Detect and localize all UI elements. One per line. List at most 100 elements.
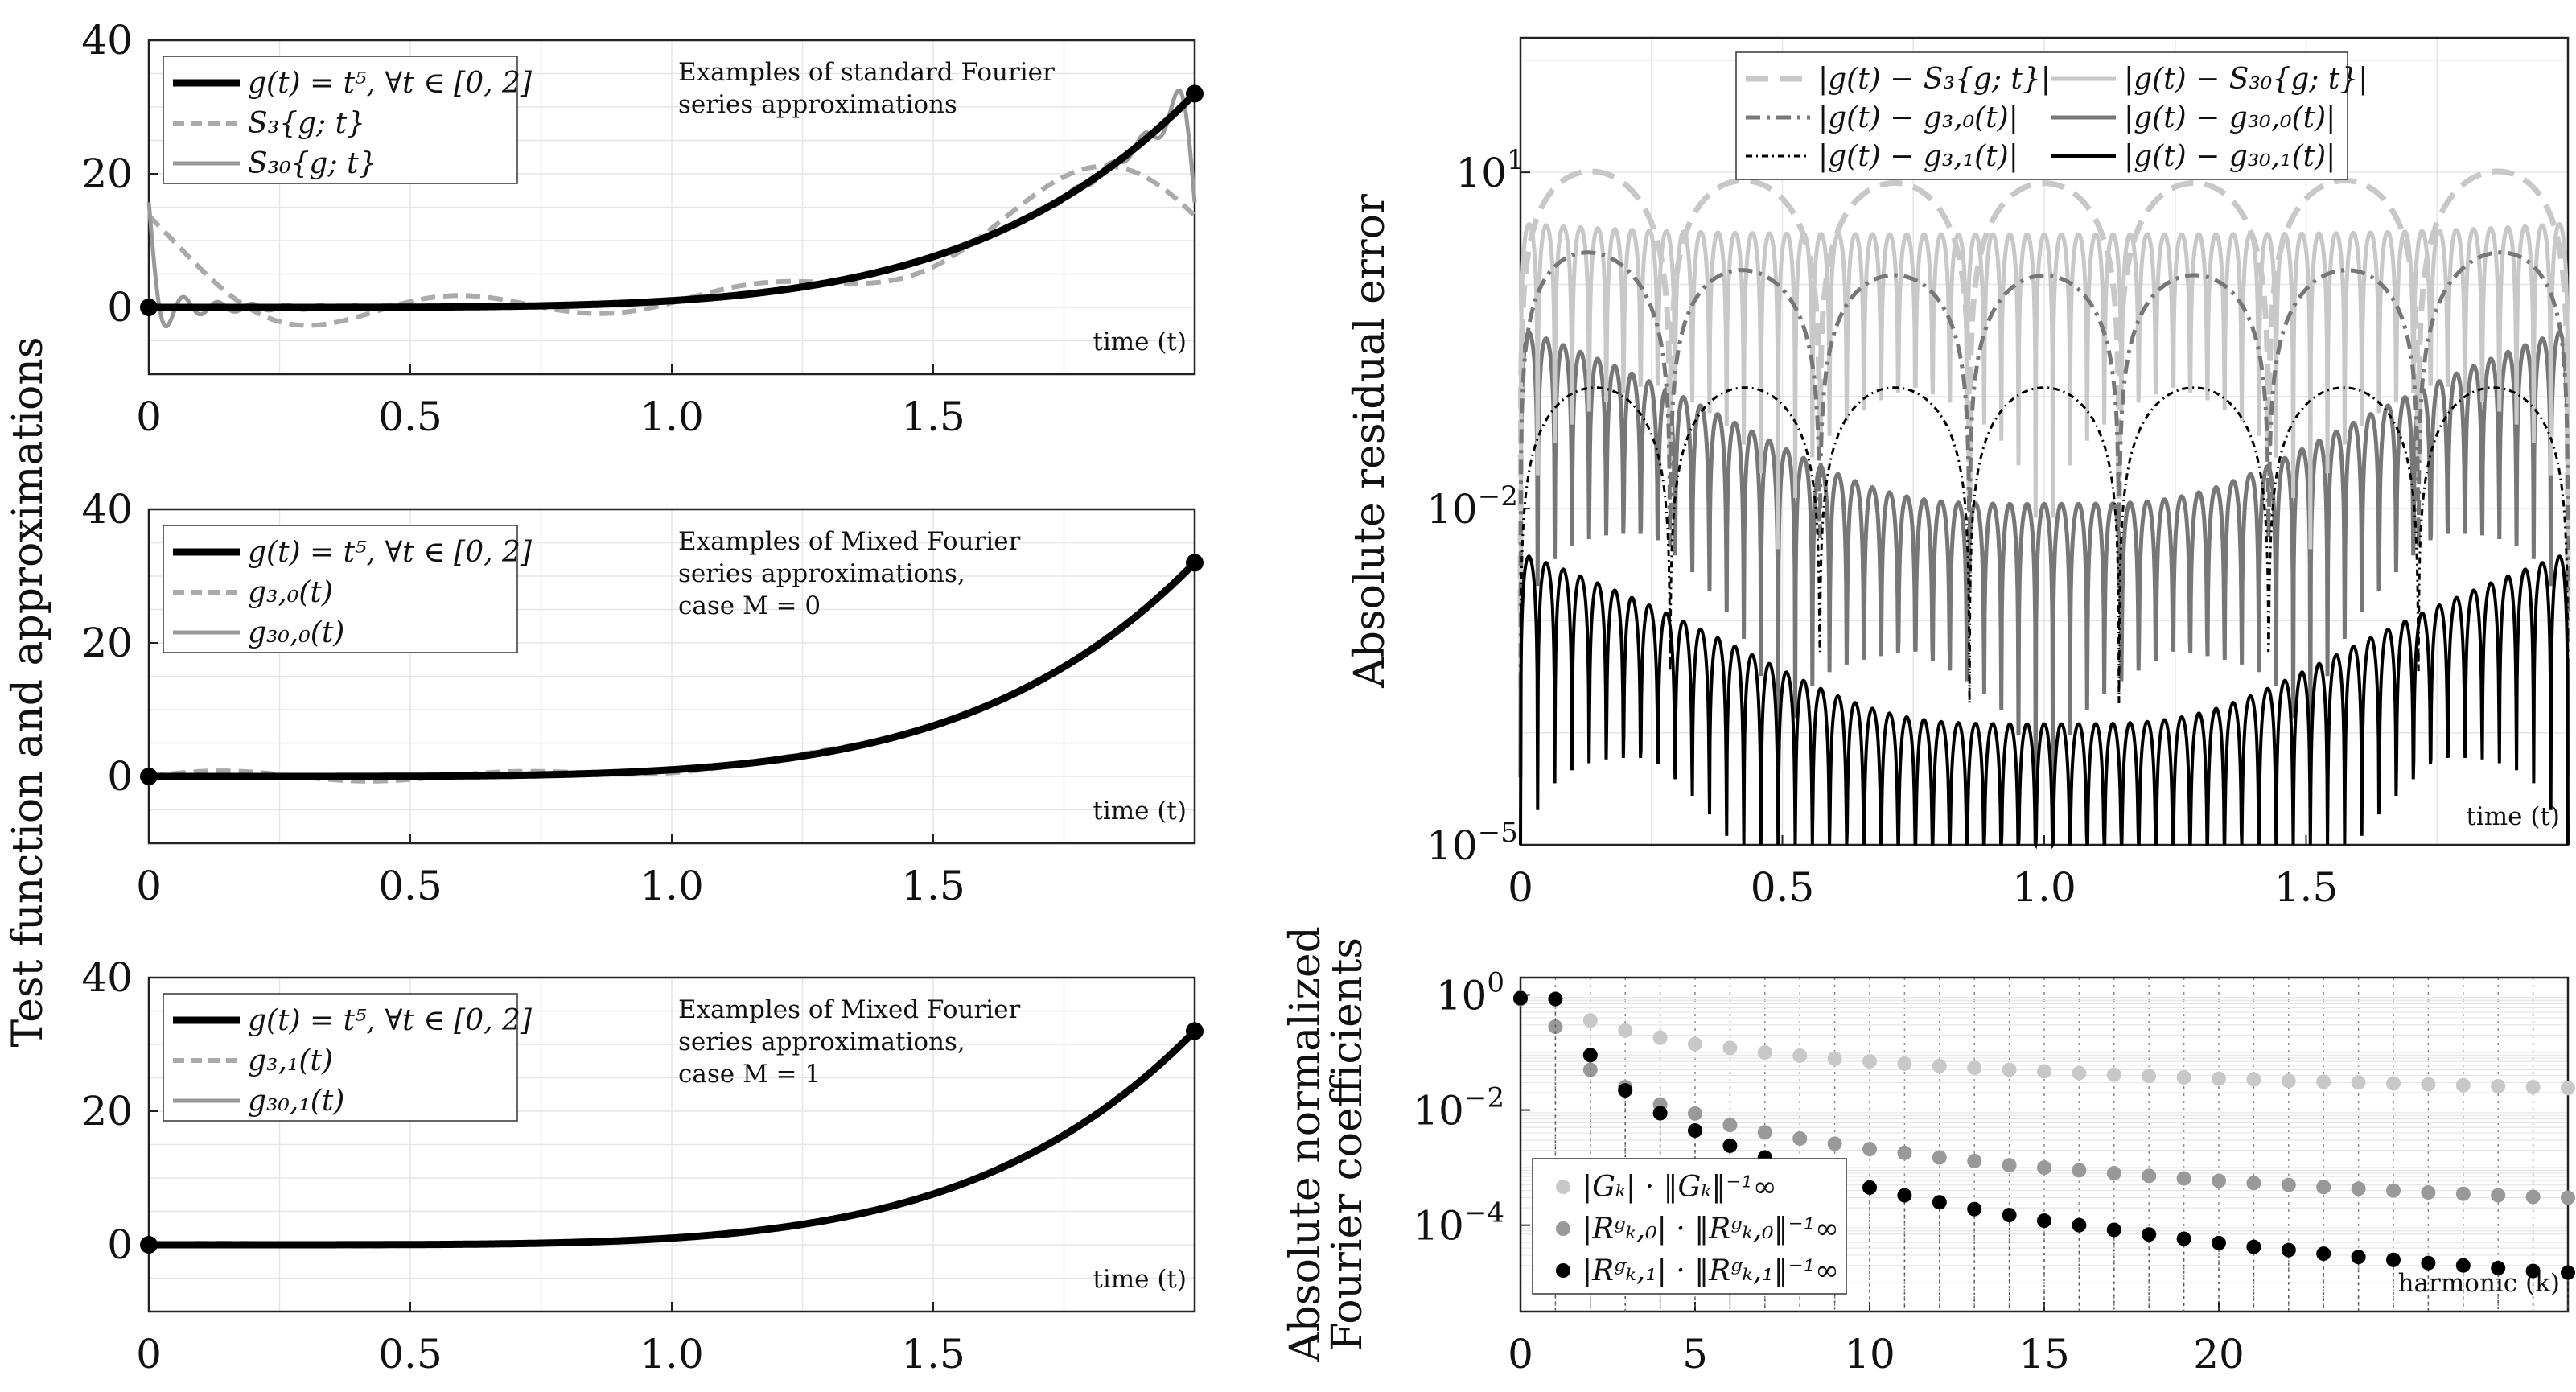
coef-point	[2002, 1062, 2017, 1077]
coef-point	[2491, 1260, 2506, 1275]
legend: g(t) = t⁵, ∀t ∈ [0, 2] g₃,₁(t) g₃₀,₁(t)	[163, 993, 533, 1122]
coef-point	[2351, 1075, 2366, 1090]
legend-box	[1735, 51, 2348, 180]
coef-point	[2281, 1177, 2296, 1192]
coef-y-axis-label: Absolute normalized	[1282, 926, 1330, 1363]
chart-panel-p3: 0 0.5 1.0 1.5 0 20 40 time (t) g(t) = t⁵, ∀t ∈ […	[81, 954, 1204, 1378]
legend-entry: g₃₀,₀(t)	[248, 616, 344, 649]
y-tick-label: 20	[81, 1088, 133, 1135]
legend-entry: |g(t) − g₃,₁(t)|	[1818, 140, 2018, 173]
y-tick-label: 20	[81, 620, 133, 666]
x-tick-label: 1.5	[901, 863, 965, 909]
x-axis-label: time (t)	[1093, 327, 1187, 356]
annotation-text: series approximations	[678, 90, 957, 119]
chart-panel-coefficients: 0 5 10 15 20 100 10−2 10−4 Absolute normalizedFo…	[1282, 926, 2575, 1378]
left-ylabel: Test function and approximations	[4, 336, 52, 1047]
coef-point	[2455, 1186, 2471, 1201]
endpoint-marker	[140, 768, 158, 785]
legend-entry: g₃,₀(t)	[248, 576, 333, 609]
y-tick-label: 0	[107, 284, 133, 331]
y-tick-label: 40	[81, 954, 133, 1001]
coef-point	[1932, 1195, 1947, 1210]
coef-point	[2072, 1217, 2087, 1233]
y-tick-label: 40	[81, 17, 133, 64]
legend-entry: g₃₀,₁(t)	[248, 1085, 344, 1118]
y-tick-label: 0	[107, 1221, 133, 1268]
x-tick-label: 0.5	[378, 393, 442, 440]
x-tick-label: 1.0	[640, 863, 704, 909]
annotation-text: Examples of Mixed Fourier	[678, 527, 1021, 556]
legend-entry: S₃₀{g; t}	[248, 147, 377, 180]
coef-point	[1722, 1040, 1738, 1056]
x-tick-label: 0	[1508, 864, 1533, 911]
coef-point	[2351, 1250, 2366, 1265]
endpoint-marker	[140, 299, 158, 316]
coef-point	[1548, 991, 1563, 1007]
coef-point	[1932, 1058, 1947, 1073]
legend-entry: g₃,₁(t)	[248, 1044, 333, 1077]
coef-point	[2421, 1077, 2436, 1092]
annotation-text: case M = 0	[678, 591, 821, 620]
coef-point	[1582, 1048, 1598, 1063]
coef-point	[1618, 1083, 1633, 1098]
chart-panel-p1: 0 0.5 1.0 1.5 0 20 40 time (t) g(t) = t⁵, ∀t ∈ […	[81, 17, 1204, 440]
legend-swatch	[1556, 1221, 1570, 1236]
legend-entry: g(t) = t⁵, ∀t ∈ [0, 2]	[248, 536, 533, 569]
chart-panel-p2: 0 0.5 1.0 1.5 0 20 40 time (t) g(t) = t⁵, ∀t ∈ […	[81, 486, 1204, 909]
coef-point	[2561, 1190, 2575, 1205]
annotation-text: Examples of Mixed Fourier	[678, 995, 1021, 1024]
coef-point	[1582, 1013, 1598, 1028]
endpoint-marker	[1186, 554, 1204, 572]
coef-point	[1792, 1130, 1808, 1146]
legend-swatch	[1556, 1180, 1570, 1194]
coef-point	[2246, 1176, 2261, 1191]
coef-point	[2281, 1073, 2296, 1089]
coef-point	[1618, 1023, 1633, 1038]
annotation-text: case M = 1	[678, 1060, 821, 1089]
x-tick-label: 5	[1682, 1331, 1708, 1378]
coef-point	[1722, 1118, 1738, 1133]
legend-entry: |Rᵍₖ,₁| · ‖Rᵍₖ,₁‖⁻¹∞	[1582, 1254, 1839, 1287]
x-tick-label: 0.5	[378, 1331, 442, 1378]
coef-point	[2561, 1265, 2575, 1280]
x-tick-label: 0	[136, 863, 162, 909]
coef-point	[1932, 1150, 1947, 1165]
coef-point	[1967, 1153, 1982, 1168]
legend-entry: g(t) = t⁵, ∀t ∈ [0, 2]	[248, 1004, 533, 1037]
x-tick-label: 1.5	[2274, 864, 2339, 911]
coef-point	[2491, 1078, 2506, 1093]
coef-point	[2037, 1160, 2051, 1176]
endpoint-marker	[1186, 84, 1204, 103]
coef-point	[2455, 1077, 2471, 1093]
legend-entry: |Rᵍₖ,₀| · ‖Rᵍₖ,₀‖⁻¹∞	[1582, 1213, 1839, 1246]
x-axis-label: time (t)	[2466, 802, 2560, 831]
coef-point	[2246, 1072, 2261, 1087]
coef-point	[2525, 1263, 2541, 1279]
x-tick-label: 1.5	[901, 1331, 965, 1378]
legend-entry: g(t) = t⁵, ∀t ∈ [0, 2]	[248, 67, 533, 100]
coef-point	[1513, 990, 1528, 1006]
residual-series-0	[1517, 168, 2571, 612]
coef-point	[1967, 1201, 1982, 1217]
coef-point	[2246, 1239, 2261, 1254]
coef-point	[2421, 1255, 2436, 1271]
coef-point	[2386, 1252, 2401, 1267]
coef-point	[1897, 1145, 1912, 1160]
legend: g(t) = t⁵, ∀t ∈ [0, 2] g₃,₀(t) g₃₀,₀(t)	[163, 525, 533, 653]
coef-point	[2421, 1185, 2436, 1200]
x-tick-label: 1.0	[640, 393, 704, 440]
coef-point	[2176, 1231, 2191, 1246]
x-tick-label: 0.5	[1751, 864, 1815, 911]
legend: |Gₖ| · ‖Gₖ‖⁻¹∞ |Rᵍₖ,₀| · ‖Rᵍₖ,₀‖⁻¹∞ |Rᵍₖ,₁…	[1532, 1158, 1847, 1295]
series-line-0	[149, 91, 1198, 311]
chart-panel-residual: 0 0.5 1.0 1.5 101 10−2 10−5 Absolute residual e…	[1346, 36, 2571, 911]
coef-point	[1827, 1136, 1842, 1151]
x-tick-label: 0.5	[378, 863, 442, 909]
coef-point	[1862, 1142, 1877, 1157]
grid-lines	[149, 509, 1195, 843]
residual-series-5	[1519, 554, 2570, 850]
coef-point	[1757, 1125, 1772, 1140]
coef-point	[2176, 1069, 2191, 1085]
coef-point	[2386, 1183, 2401, 1198]
coef-point	[2316, 1246, 2331, 1262]
